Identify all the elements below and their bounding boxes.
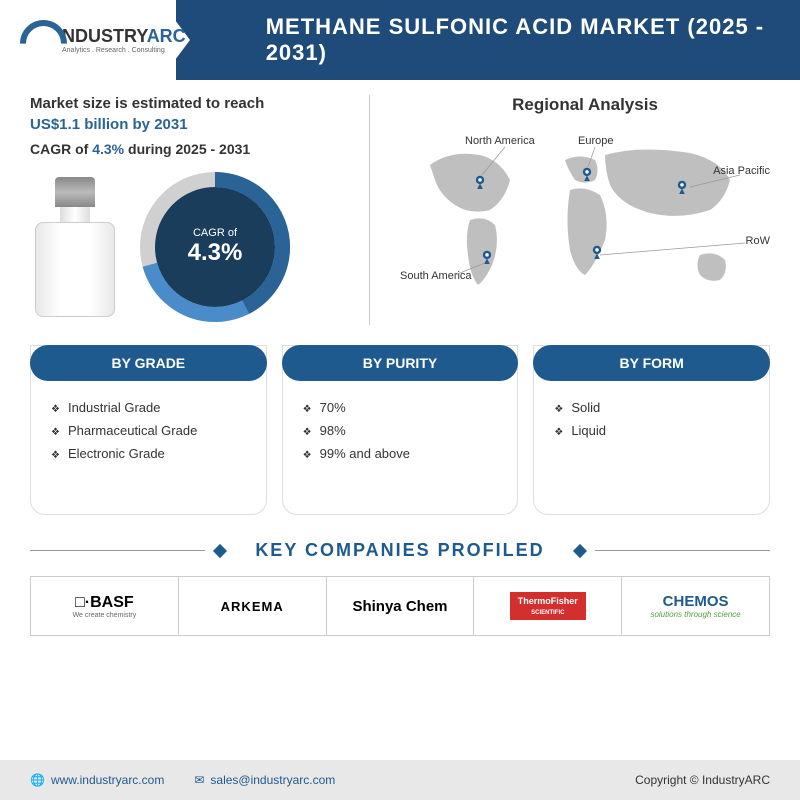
website-text: www.industryarc.com — [51, 773, 164, 787]
left-column: Market size is estimated to reach US$1.1… — [30, 95, 339, 325]
key-companies-section: KEY COMPANIES PROFILED □·BASF We create … — [30, 540, 770, 636]
segment-list: Solid Liquid — [534, 396, 769, 442]
company-tagline: solutions through science — [650, 610, 740, 619]
company-name: □·BASF — [75, 594, 134, 612]
diamond-icon — [213, 543, 227, 557]
segment-list: Industrial Grade Pharmaceutical Grade El… — [31, 396, 266, 465]
map-pin-icon — [480, 250, 494, 264]
footer-website: 🌐 www.industryarc.com — [30, 773, 164, 787]
region-label-eu: Europe — [578, 135, 613, 147]
company-arkema: ARKEMA — [179, 577, 327, 635]
map-pin-icon — [473, 175, 487, 189]
company-shinya: Shinya Chem — [327, 577, 475, 635]
logo-swoosh-icon — [20, 20, 60, 60]
regional-title: Regional Analysis — [400, 95, 770, 115]
map-pin-icon — [580, 167, 594, 181]
segment-list: 70% 98% 99% and above — [283, 396, 518, 465]
map-pin-icon — [590, 245, 604, 259]
company-tagline: We create chemistry — [73, 612, 137, 619]
copyright: Copyright © IndustryARC — [635, 773, 770, 787]
footer-email: ✉ sales@industryarc.com — [194, 773, 335, 787]
visual-row: CAGR of 4.3% — [30, 172, 339, 322]
bottle-image — [30, 177, 120, 317]
vertical-divider — [369, 95, 370, 325]
region-label-row: RoW — [746, 235, 770, 247]
logo-text-main: NDUSTRY — [62, 26, 147, 46]
region-label-sa: South America — [400, 270, 472, 282]
market-size-value: US$1.1 billion by 2031 — [30, 116, 339, 133]
segment-form: BY FORM Solid Liquid — [533, 345, 770, 515]
top-row: Market size is estimated to reach US$1.1… — [30, 95, 770, 325]
cagr-prefix: CAGR of — [30, 141, 92, 157]
donut-label: CAGR of — [188, 227, 243, 239]
region-label-ap: Asia Pacific — [713, 165, 770, 177]
companies-row: □·BASF We create chemistry ARKEMA Shinya… — [30, 576, 770, 636]
map-pin-icon — [675, 180, 689, 194]
right-column: Regional Analysis North America Europe A… — [400, 95, 770, 325]
company-name: ARKEMA — [221, 599, 284, 614]
list-item: 99% and above — [303, 442, 498, 465]
mail-icon: ✉ — [194, 773, 204, 787]
list-item: 98% — [303, 419, 498, 442]
email-text: sales@industryarc.com — [210, 773, 335, 787]
market-size-line1: Market size is estimated to reach — [30, 95, 339, 112]
list-item: 70% — [303, 396, 498, 419]
donut-value: 4.3% — [188, 239, 243, 267]
segments-row: BY GRADE Industrial Grade Pharmaceutical… — [30, 345, 770, 515]
region-label-na: North America — [465, 135, 535, 147]
list-item: Pharmaceutical Grade — [51, 419, 246, 442]
list-item: Electronic Grade — [51, 442, 246, 465]
header: NDUSTRYARC Analytics . Research . Consul… — [0, 0, 800, 80]
logo: NDUSTRYARC Analytics . Research . Consul… — [0, 20, 186, 60]
company-name: ThermoFisher SCIENTIFIC — [510, 592, 586, 620]
logo-subtitle: Analytics . Research . Consulting — [62, 47, 186, 54]
cagr-line: CAGR of 4.3% during 2025 - 2031 — [30, 141, 339, 157]
cagr-suffix: during 2025 - 2031 — [124, 141, 250, 157]
logo-text-arc: ARC — [147, 26, 186, 46]
segment-purity: BY PURITY 70% 98% 99% and above — [282, 345, 519, 515]
list-item: Industrial Grade — [51, 396, 246, 419]
cagr-value: 4.3% — [92, 141, 124, 157]
world-map: North America Europe Asia Pacific South … — [400, 125, 770, 325]
key-companies-title: KEY COMPANIES PROFILED — [235, 540, 564, 561]
company-basf: □·BASF We create chemistry — [31, 577, 179, 635]
kc-title-row: KEY COMPANIES PROFILED — [30, 540, 770, 561]
segment-header: BY FORM — [533, 345, 770, 381]
company-chemos: CHEMOS solutions through science — [622, 577, 769, 635]
company-thermofisher: ThermoFisher SCIENTIFIC — [474, 577, 622, 635]
donut-center: CAGR of 4.3% — [188, 227, 243, 267]
cagr-donut-chart: CAGR of 4.3% — [140, 172, 290, 322]
diamond-icon — [573, 543, 587, 557]
company-name: Shinya Chem — [352, 598, 447, 615]
content: Market size is estimated to reach US$1.1… — [0, 80, 800, 651]
list-item: Liquid — [554, 419, 749, 442]
footer: 🌐 www.industryarc.com ✉ sales@industryar… — [0, 760, 800, 800]
segment-header: BY GRADE — [30, 345, 267, 381]
segment-grade: BY GRADE Industrial Grade Pharmaceutical… — [30, 345, 267, 515]
globe-icon: 🌐 — [30, 773, 45, 787]
segment-header: BY PURITY — [282, 345, 519, 381]
list-item: Solid — [554, 396, 749, 419]
company-name: CHEMOS — [663, 593, 729, 610]
page-title: METHANE SULFONIC ACID MARKET (2025 - 203… — [266, 14, 800, 66]
